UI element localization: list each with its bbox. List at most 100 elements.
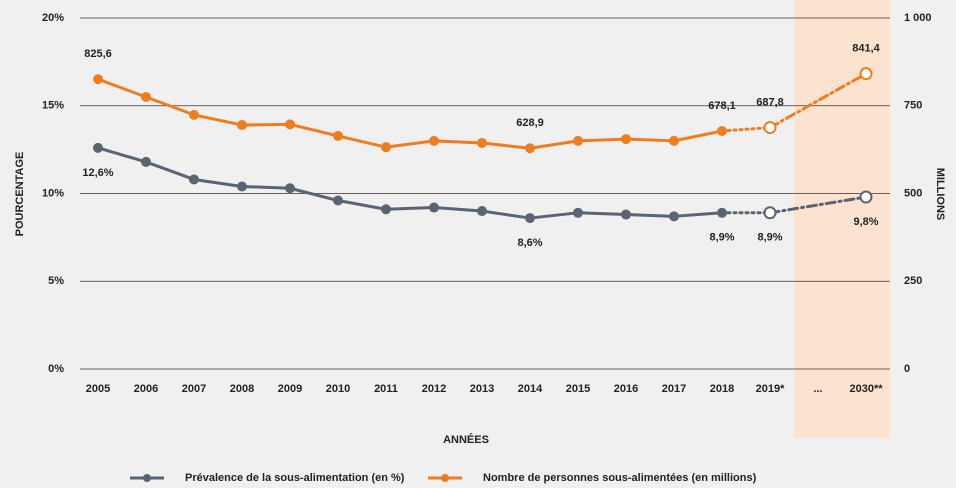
marker <box>189 109 199 120</box>
line-segment <box>144 95 196 117</box>
data-label: 8,6% <box>517 237 542 249</box>
x-tick-label: 2018 <box>710 383 734 395</box>
marker <box>429 202 439 213</box>
y-axis-label: POURCENTAGE <box>14 152 26 237</box>
data-label: 841,4 <box>852 43 880 55</box>
marker <box>333 130 343 141</box>
marker <box>189 174 199 185</box>
line-segment <box>480 209 532 220</box>
x-tick-label: 2015 <box>566 383 590 395</box>
line-segment <box>672 211 724 218</box>
line-segment <box>480 141 532 150</box>
marker <box>621 134 631 145</box>
legend-label: Prévalence de la sous-alimentation (en %… <box>185 472 405 484</box>
data-label: 628,9 <box>516 117 544 129</box>
x-axis-label: ANNÉES <box>443 433 489 446</box>
marker <box>859 67 873 81</box>
line-segment <box>528 139 580 150</box>
line-segment <box>384 206 436 211</box>
line-segment <box>336 134 388 149</box>
marker <box>525 213 535 224</box>
x-tick-label: 2008 <box>230 383 254 395</box>
x-tick-label: 2030** <box>849 383 883 395</box>
x-tick-label: 2014 <box>518 383 543 395</box>
x-tick-label: 2010 <box>326 383 350 395</box>
marker <box>381 142 391 153</box>
marker <box>763 206 777 220</box>
marker <box>285 183 295 194</box>
line-segment <box>576 137 628 143</box>
y2-axis-label: MILLIONS <box>934 168 946 221</box>
line-segment <box>624 213 676 218</box>
data-label: 12,6% <box>82 167 113 179</box>
marker <box>93 142 103 153</box>
y-tick-label: 15% <box>42 100 64 112</box>
line-segment <box>288 122 340 138</box>
marker <box>477 206 487 217</box>
x-tick-label: 2012 <box>422 383 446 395</box>
x-tick-label: 2011 <box>374 383 398 395</box>
marker <box>141 91 151 102</box>
line-segment <box>192 177 244 188</box>
line-segment <box>288 186 340 203</box>
line-segment <box>192 113 244 127</box>
marker <box>285 119 295 130</box>
line-segment <box>336 199 388 211</box>
y-tick-label: 10% <box>42 187 64 199</box>
marker <box>141 156 151 167</box>
line-segment <box>144 160 196 181</box>
y-tick-label: 5% <box>48 275 64 287</box>
x-tick-label: 2017 <box>662 383 686 395</box>
line-segment <box>768 72 868 130</box>
x-tick-label: 2013 <box>470 383 494 395</box>
y2-tick-label: 500 <box>904 187 922 199</box>
line-segment <box>240 122 292 127</box>
marker <box>717 125 727 136</box>
x-tick-label: 2009 <box>278 383 302 395</box>
marker <box>859 190 873 204</box>
x-tick-label: 2006 <box>134 383 158 395</box>
y-tick-label: 0% <box>48 363 64 375</box>
marker <box>237 120 247 131</box>
line-segment <box>672 129 724 143</box>
data-label: 687,8 <box>756 96 784 108</box>
marker <box>429 135 439 146</box>
data-label: 8,9% <box>757 232 782 244</box>
y2-tick-label: 1 000 <box>904 12 932 24</box>
x-tick-label: 2005 <box>86 383 110 395</box>
y2-tick-label: 250 <box>904 275 922 287</box>
marker <box>525 143 535 154</box>
y2-tick-label: 0 <box>904 363 910 375</box>
line-segment <box>96 77 148 99</box>
data-label: 825,6 <box>84 48 112 60</box>
line-segment <box>432 206 484 213</box>
line-segment <box>768 195 868 215</box>
data-label: 9,8% <box>853 216 878 228</box>
line-segment <box>432 139 484 145</box>
projection-band <box>794 0 890 438</box>
marker <box>381 204 391 215</box>
legend-marker <box>441 474 449 482</box>
marker <box>717 207 727 218</box>
legend-marker <box>143 474 151 482</box>
line-segment <box>576 211 628 217</box>
marker <box>333 195 343 206</box>
line-segment <box>720 126 772 133</box>
line-segment <box>624 137 676 143</box>
data-label: 678,1 <box>708 100 736 112</box>
legend-label: Nombre de personnes sous-alimentées (en … <box>483 472 757 484</box>
marker <box>93 74 103 85</box>
marker <box>669 135 679 146</box>
x-tick-label: ... <box>813 383 822 395</box>
line-segment <box>240 184 292 190</box>
line-segment <box>384 139 436 149</box>
x-tick-label: 2007 <box>182 383 206 395</box>
marker <box>477 137 487 148</box>
marker <box>621 209 631 220</box>
marker <box>573 207 583 218</box>
marker <box>669 211 679 222</box>
y2-tick-label: 750 <box>904 100 922 112</box>
line-segment <box>528 211 580 220</box>
marker <box>237 181 247 192</box>
